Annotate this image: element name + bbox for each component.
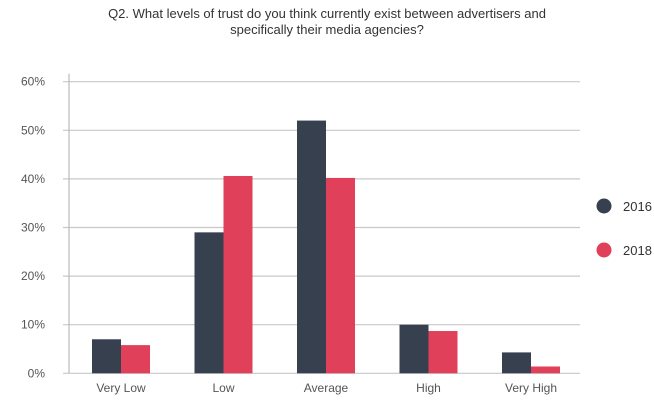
bar-2016-high <box>399 324 429 374</box>
bar-2018-average <box>326 177 355 374</box>
x-tick-label: Average <box>304 381 349 395</box>
bar-2016-average <box>297 120 326 374</box>
legend-label: 2016 <box>623 199 652 214</box>
y-tick-label: 20% <box>21 269 45 283</box>
bar-2016-very-low <box>92 339 121 374</box>
x-tick-label: Very Low <box>96 381 146 395</box>
bar-2016-low <box>194 232 224 374</box>
legend-label: 2018 <box>623 243 652 258</box>
y-tick-label: 0% <box>28 366 46 380</box>
y-tick-label: 50% <box>21 123 45 137</box>
x-tick-label: Low <box>212 381 234 395</box>
x-tick-label: High <box>416 381 441 395</box>
bar-2018-high <box>428 331 458 374</box>
chart-title: Q2. What levels of trust do you think cu… <box>0 6 654 38</box>
title-line-1: Q2. What levels of trust do you think cu… <box>108 6 546 21</box>
bar-2018-very-high <box>531 366 560 374</box>
bar-2018-low <box>223 175 253 374</box>
bar-2016-very-high <box>502 352 531 374</box>
y-tick-label: 10% <box>21 318 45 332</box>
y-tick-label: 60% <box>21 75 45 89</box>
title-line-2: specifically their media agencies? <box>230 22 424 37</box>
legend-marker-2018 <box>596 242 612 258</box>
bar-2018-very-low <box>121 345 150 374</box>
y-tick-label: 30% <box>21 221 45 235</box>
x-tick-label: Very High <box>505 381 557 395</box>
y-tick-label: 40% <box>21 172 45 186</box>
legend-marker-2016 <box>596 198 612 214</box>
